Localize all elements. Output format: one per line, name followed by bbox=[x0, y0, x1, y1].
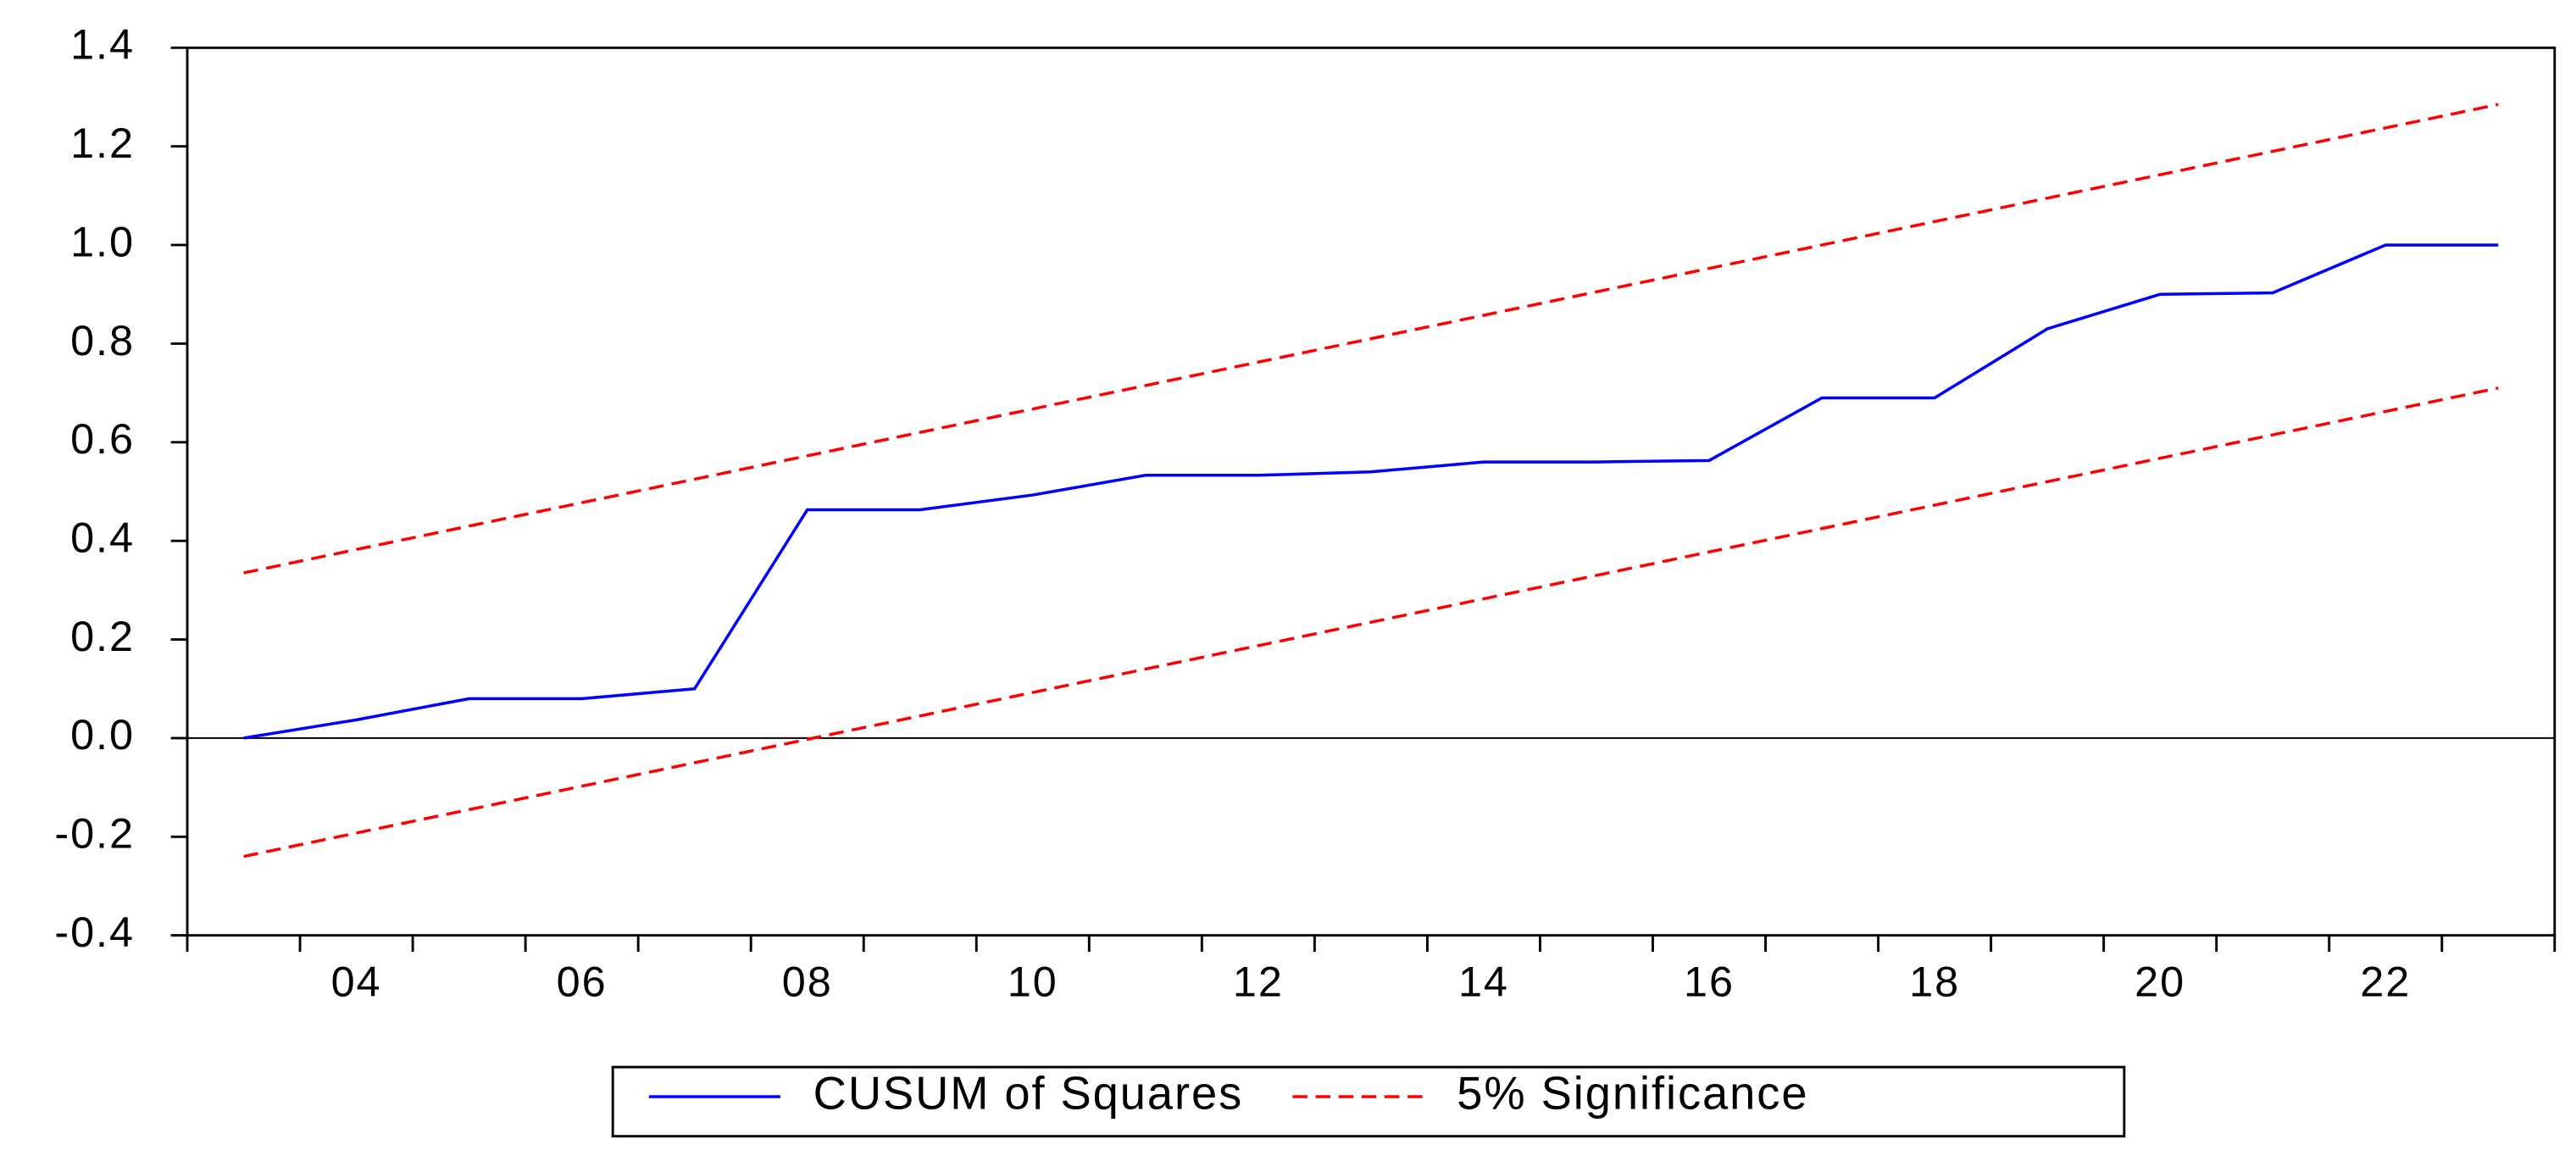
y-tick-label: 1.0 bbox=[70, 217, 135, 265]
y-tick-label: 0.6 bbox=[70, 414, 135, 463]
y-tick-label: 0.8 bbox=[70, 316, 135, 364]
y-tick-label: 0.0 bbox=[70, 710, 135, 759]
x-tick-label: 22 bbox=[2360, 957, 2411, 1005]
y-tick-label: 1.4 bbox=[70, 20, 135, 69]
series-line bbox=[243, 103, 2499, 575]
plot-frame bbox=[186, 46, 2557, 937]
x-tick-label: 10 bbox=[1008, 957, 1058, 1005]
x-tick-label: 12 bbox=[1233, 957, 1284, 1005]
y-tick-label: 0.4 bbox=[70, 513, 135, 561]
x-tick-label: 08 bbox=[782, 957, 833, 1005]
x-tick-label: 14 bbox=[1458, 957, 1509, 1005]
x-tick-label: 06 bbox=[557, 957, 608, 1005]
y-tick-label: -0.2 bbox=[54, 809, 135, 858]
legend-box bbox=[611, 1065, 2126, 1138]
x-tick-label: 20 bbox=[2135, 957, 2185, 1005]
series-line bbox=[243, 386, 2499, 859]
x-tick-label: 16 bbox=[1684, 957, 1735, 1005]
x-tick-label: 18 bbox=[1909, 957, 1960, 1005]
x-tick-label: 04 bbox=[331, 957, 382, 1005]
legend-label: 5% Significance bbox=[1457, 1067, 1808, 1119]
series-line bbox=[243, 243, 2499, 740]
y-tick-label: 1.2 bbox=[70, 119, 135, 167]
y-tick-label: -0.4 bbox=[54, 908, 135, 956]
y-tick-label: 0.2 bbox=[70, 612, 135, 660]
legend-label: CUSUM of Squares bbox=[813, 1067, 1244, 1119]
